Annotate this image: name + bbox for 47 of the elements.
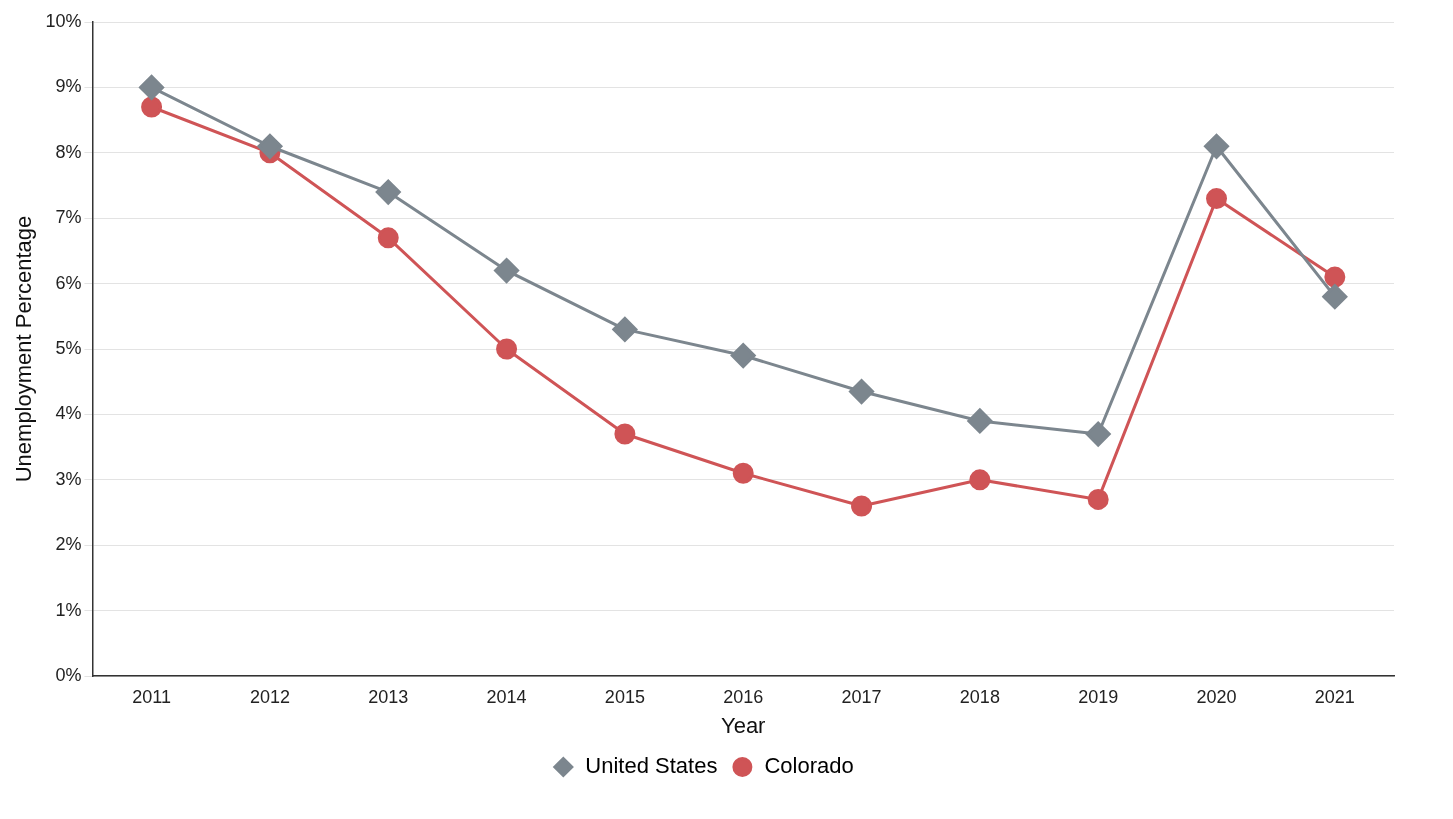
x-tick-label: 2021 [1314,686,1355,707]
legend-label: Colorado [764,753,854,779]
point [139,74,165,100]
point [851,495,873,517]
point [375,179,401,205]
point [967,408,993,434]
point [257,133,283,159]
point [969,469,991,491]
x-tick-label: 2015 [604,686,645,707]
x-tick-label: 2013 [368,686,409,707]
x-tick-label: 2011 [132,686,171,707]
legend-label: United States [585,753,718,779]
x-tick-label: 2014 [486,686,527,707]
y-tick-label: 5% [55,337,82,358]
point [1087,488,1109,510]
point [141,96,163,118]
x-tick-label: 2018 [959,686,1000,707]
x-tick-label: 2016 [723,686,764,707]
y-tick-label: 0% [55,664,82,685]
point [1324,266,1346,288]
x-tick-label: 2017 [841,686,882,707]
point [1322,284,1348,310]
point [732,462,754,484]
y-tick-label: 4% [55,403,82,424]
y-tick-label: 8% [55,141,82,162]
y-tick-label: 1% [55,599,82,620]
point [377,227,399,249]
point [730,343,756,369]
x-tick-label: 2012 [249,686,290,707]
x-axis-title: Year [720,712,766,738]
y-tick-label: 2% [55,534,82,555]
point [1206,188,1228,210]
y-tick-label: 10% [45,10,82,31]
point [614,423,636,445]
y-axis-title: Unemployment Percentage [11,215,37,483]
y-tick-label: 6% [55,272,82,293]
point [849,379,875,405]
y-tick-label: 9% [55,76,82,97]
x-tick-label: 2019 [1078,686,1119,707]
y-tick-label: 3% [55,468,82,489]
x-tick-label: 2020 [1196,686,1237,707]
point [496,338,518,360]
point [494,258,520,284]
point [1204,133,1230,159]
point [1085,421,1111,447]
point [612,316,638,342]
y-tick-label: 7% [55,207,82,228]
